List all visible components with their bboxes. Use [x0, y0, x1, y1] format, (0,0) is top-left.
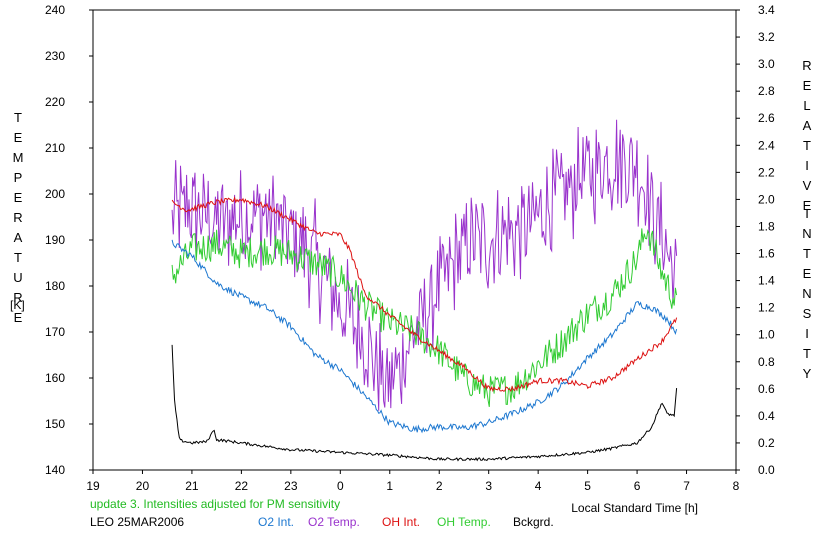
left-axis-title-letter: E — [13, 130, 23, 145]
left-tick-label: 160 — [45, 371, 65, 385]
right-axis-title-letter: V — [802, 178, 812, 193]
x-tick-label: 4 — [535, 479, 542, 493]
left-axis: 140 150 160 170 180 190 200 210 220 230 240 — [45, 3, 93, 477]
right-axis-title-letter: S — [802, 306, 812, 321]
left-axis-title-letter: T — [14, 110, 22, 125]
left-axis-title-letter: A — [13, 230, 23, 245]
right-tick-label: 2.0 — [758, 192, 775, 206]
right-tick-label: 2.2 — [758, 165, 775, 179]
x-tick-label: 1 — [386, 479, 393, 493]
right-tick-label: 3.0 — [758, 57, 775, 71]
footer-site-date: LEO 25MAR2006 — [90, 515, 185, 529]
right-tick-label: 1.4 — [758, 274, 775, 288]
left-axis-title-letter: M — [12, 150, 24, 165]
x-tick-label: 19 — [86, 479, 100, 493]
right-axis-title-letter: I — [805, 158, 809, 173]
right-axis-title-letter: A — [802, 118, 812, 133]
right-tick-label: 3.4 — [758, 3, 775, 17]
series-layer — [171, 119, 678, 462]
x-tick-label: 22 — [235, 479, 249, 493]
x-tick-label: 0 — [337, 479, 344, 493]
left-axis-title-letter: T — [14, 250, 22, 265]
right-tick-label: 0.4 — [758, 409, 775, 423]
left-axis-title-letter: R — [13, 210, 23, 225]
series-line-oh-temp — [171, 228, 678, 407]
x-axis-title: Local Standard Time [h] — [571, 501, 698, 515]
left-tick-label: 170 — [45, 325, 65, 339]
x-tick-label: 3 — [485, 479, 492, 493]
right-tick-label: 1.6 — [758, 247, 775, 261]
left-axis-title-letter: E — [13, 310, 23, 325]
x-axis: 19 20 21 22 23 0 1 2 3 4 5 6 7 8 — [86, 470, 740, 493]
right-tick-label: 1.8 — [758, 219, 775, 233]
left-axis-title-letter: P — [13, 170, 23, 185]
left-tick-label: 210 — [45, 141, 65, 155]
x-tick-label: 23 — [284, 479, 298, 493]
left-axis-title-letter: R — [13, 290, 23, 305]
left-tick-label: 180 — [45, 279, 65, 293]
right-tick-label: 3.2 — [758, 30, 775, 44]
left-tick-label: 230 — [45, 49, 65, 63]
right-axis-title-letter: E — [802, 78, 812, 93]
right-axis-title-letter: Y — [802, 366, 812, 381]
right-tick-label: 0.8 — [758, 355, 775, 369]
left-tick-label: 190 — [45, 233, 65, 247]
left-axis-title-letter: E — [13, 190, 23, 205]
right-tick-label: 1.2 — [758, 301, 775, 315]
right-axis-title-letter: I — [805, 206, 809, 221]
right-tick-label: 2.6 — [758, 111, 775, 125]
x-tick-label: 2 — [436, 479, 443, 493]
legend-item: O2 Temp. — [308, 515, 360, 529]
footer-note: update 3. Intensities adjusted for PM se… — [90, 497, 341, 511]
x-tick-label: 6 — [634, 479, 641, 493]
right-axis-title-letter: T — [803, 346, 811, 361]
left-tick-label: 220 — [45, 95, 65, 109]
x-tick-label: 8 — [733, 479, 740, 493]
left-axis-unit: [K] — [10, 298, 25, 312]
left-tick-label: 140 — [45, 463, 65, 477]
x-tick-label: 21 — [185, 479, 199, 493]
legend-item: Bckgrd. — [513, 515, 554, 529]
series-line-o2-temp — [171, 119, 678, 411]
legend-item: O2 Int. — [258, 515, 295, 529]
series-line-o2-int — [171, 239, 678, 434]
right-axis-title-letter: R — [802, 58, 812, 73]
right-tick-label: 2.8 — [758, 84, 775, 98]
right-axis-title-letter: L — [803, 98, 811, 113]
right-axis-title-letter: N — [802, 226, 812, 241]
x-tick-label: 5 — [584, 479, 591, 493]
left-tick-label: 240 — [45, 3, 65, 17]
legend-item: OH Int. — [382, 515, 421, 529]
right-axis-title-letter: E — [802, 198, 812, 213]
right-tick-label: 0.0 — [758, 463, 775, 477]
right-axis-title-letter: T — [803, 138, 811, 153]
right-axis-title-letter: I — [805, 326, 809, 341]
right-tick-label: 1.0 — [758, 328, 775, 342]
series-line-oh-int — [171, 195, 678, 393]
right-tick-label: 0.6 — [758, 382, 775, 396]
series-line-bckgrd — [171, 344, 678, 462]
right-axis-title-letter: E — [802, 266, 812, 281]
legend-item: OH Temp. — [437, 515, 491, 529]
right-axis: 0.0 0.2 0.4 0.6 0.8 1.0 1.2 1.4 1.6 1.8 2.0 2.2 2.4 2… — [736, 3, 775, 477]
right-tick-label: 0.2 — [758, 436, 775, 450]
right-axis-title-letter: T — [803, 246, 811, 261]
left-tick-label: 150 — [45, 417, 65, 431]
right-axis-title-letter: N — [802, 286, 812, 301]
left-tick-label: 200 — [45, 187, 65, 201]
x-tick-label: 7 — [683, 479, 690, 493]
left-axis-title-letter: U — [13, 270, 23, 285]
x-tick-label: 20 — [136, 479, 150, 493]
right-tick-label: 2.4 — [758, 138, 775, 152]
